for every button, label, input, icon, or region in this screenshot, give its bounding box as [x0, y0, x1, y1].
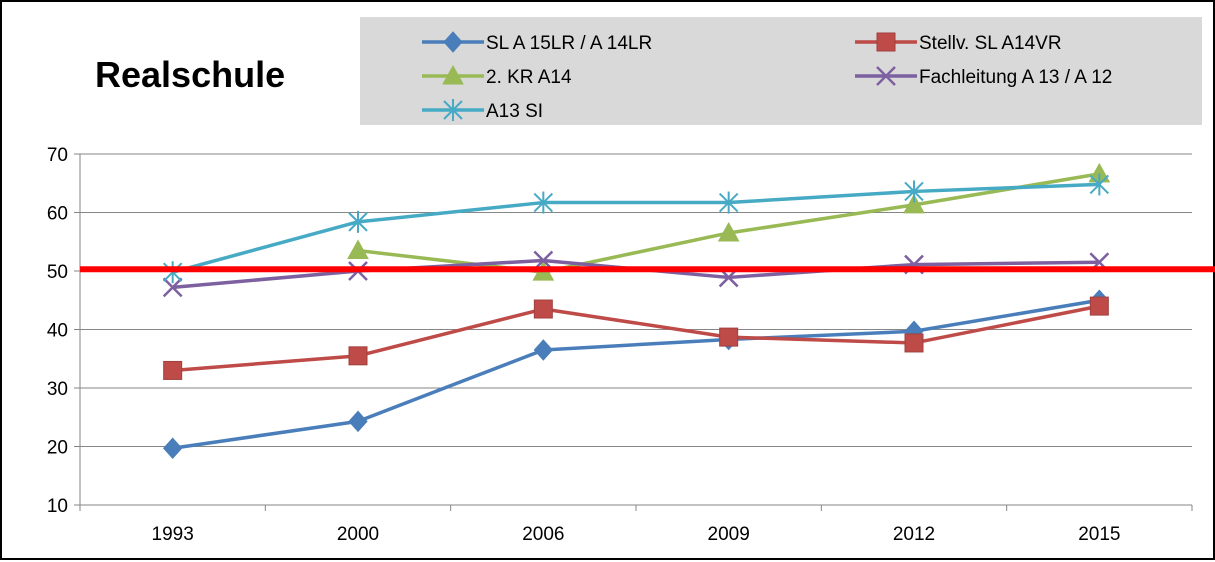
- legend-label-2: 2. KR A14: [486, 67, 572, 88]
- series-1-point-2012: [904, 333, 924, 353]
- grid-layer: [80, 153, 1192, 447]
- legend-item-3: Fachleitung A 13 / A 12: [855, 66, 1112, 88]
- x-tick-label-2012: 2012: [893, 524, 935, 545]
- series-1-point-2000: [348, 346, 368, 366]
- series-0-point-2000: [348, 410, 368, 433]
- legend-label-4: A13 SI: [486, 101, 543, 122]
- x-tick-label-1993: 1993: [152, 524, 194, 545]
- series-line-3: [172, 258, 1100, 290]
- y-tick-label-60: 60: [47, 204, 68, 225]
- legend-swatch-marker-3: [876, 66, 896, 86]
- legend-swatch-marker-0: [443, 31, 463, 53]
- legend-swatch-marker-4: [443, 99, 463, 121]
- series-4-point-2012: [904, 180, 924, 203]
- series-layer: [162, 162, 1111, 460]
- legend-item-4: A13 SI: [422, 99, 543, 122]
- legend-swatch-marker-1: [876, 32, 896, 52]
- legend-item-2: 2. KR A14: [422, 64, 572, 88]
- legend: SL A 15LR / A 14LR Stellv. SL A14VR 2. KR …: [360, 17, 1202, 125]
- series-4-point-2015: [1089, 173, 1110, 196]
- series-4-point-2006: [533, 191, 554, 214]
- series-1-point-2009: [719, 327, 739, 347]
- series-1-point-1993: [163, 360, 183, 380]
- y-tick-label-70: 70: [47, 145, 68, 166]
- legend-label-3: Fachleitung A 13 / A 12: [919, 67, 1112, 88]
- series-0: [162, 289, 1110, 460]
- legend-swatch-marker-3-stroke-b: [876, 66, 896, 86]
- axis-layer: 10 20 30 40 50 60 70 1993 2000 2006 2009 2012 2015: [47, 145, 1193, 545]
- series-3: [162, 250, 1110, 298]
- series-2-point-2012: [903, 193, 925, 214]
- legend-box: [360, 17, 1202, 125]
- y-tick-label-50: 50: [47, 262, 68, 283]
- chart-title: Realschule: [95, 54, 285, 95]
- series-0-point-1993: [162, 437, 183, 460]
- series-3-point-1993-stroke-b: [162, 277, 183, 298]
- y-tick-label-20: 20: [47, 438, 68, 459]
- series-1: [163, 296, 1109, 380]
- series-1-point-2006: [533, 299, 553, 319]
- legend-item-1: Stellv. SL A14VR: [855, 32, 1062, 54]
- series-4-point-2000: [348, 210, 368, 233]
- series-4-point-2009: [718, 191, 739, 214]
- series-3-point-1993: [162, 277, 183, 298]
- series-line-0: [172, 298, 1100, 450]
- series-0-point-2006: [533, 339, 554, 361]
- legend-item-0: SL A 15LR / A 14LR: [422, 31, 652, 54]
- legend-label-1: Stellv. SL A14VR: [919, 33, 1062, 54]
- y-tick-label-40: 40: [47, 321, 68, 342]
- series-line-1: [172, 304, 1100, 373]
- x-tick-label-2015: 2015: [1078, 524, 1120, 545]
- x-tick-label-2009: 2009: [708, 524, 750, 545]
- series-1-point-2015: [1089, 296, 1109, 316]
- series-2-point-2009: [717, 221, 740, 242]
- y-tick-label-10: 10: [47, 496, 68, 517]
- series-line-4: [172, 182, 1100, 274]
- legend-label-0: SL A 15LR / A 14LR: [486, 33, 652, 54]
- x-tick-label-2006: 2006: [522, 524, 564, 545]
- series-2-point-2000: [347, 239, 369, 260]
- y-tick-label-30: 30: [47, 379, 68, 400]
- series-4: [162, 173, 1110, 284]
- legend-swatch-marker-2: [442, 64, 464, 85]
- x-tick-label-2000: 2000: [337, 524, 379, 545]
